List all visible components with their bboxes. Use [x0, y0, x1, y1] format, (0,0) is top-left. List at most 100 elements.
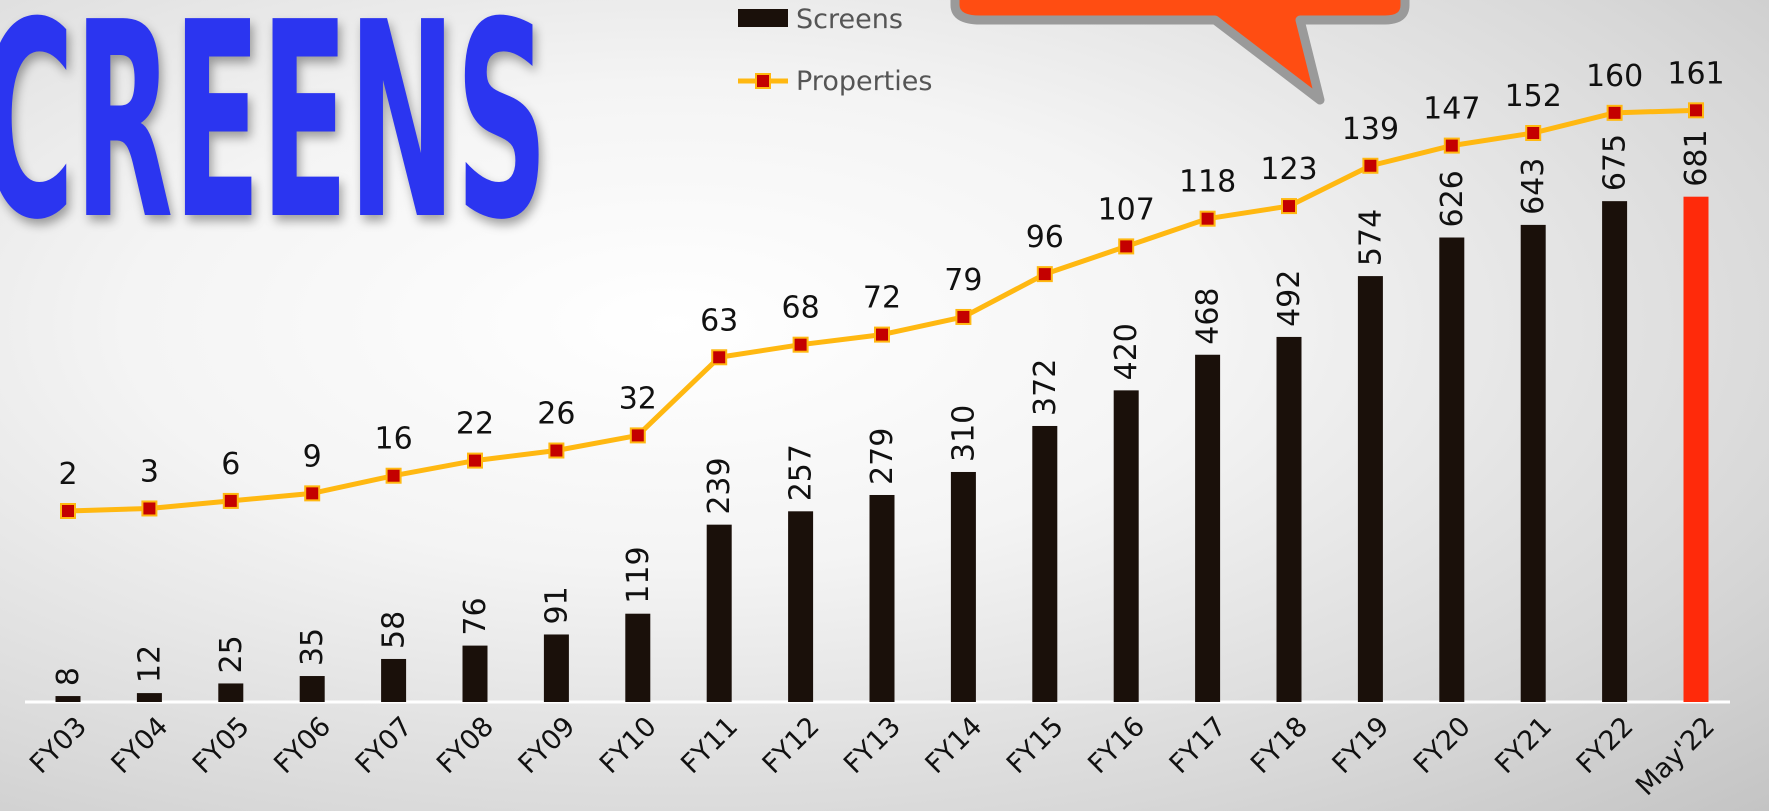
bar-FY05 — [218, 683, 244, 702]
bar-FY16 — [1113, 390, 1139, 702]
bar-label-FY19: 574 — [1353, 209, 1388, 266]
line-label-FY19: 139 — [1342, 112, 1399, 147]
bar-FY13 — [869, 494, 895, 702]
line-label-FY06: 9 — [303, 439, 322, 474]
x-tick-FY18: FY18 — [1245, 711, 1314, 780]
line-label-FY03: 2 — [58, 457, 77, 492]
line-label-FY10: 32 — [619, 381, 657, 416]
bar-label-FY07: 58 — [377, 611, 412, 649]
line-label-FY18: 123 — [1260, 152, 1317, 187]
marker-FY15 — [1036, 266, 1053, 283]
line-label-FY21: 152 — [1505, 79, 1562, 114]
x-tick-May'22: May'22 — [1630, 711, 1721, 802]
bar-label-FY13: 279 — [865, 428, 900, 485]
x-tick-FY06: FY06 — [268, 711, 337, 780]
bar-FY07 — [381, 658, 407, 702]
line-label-FY04: 3 — [140, 454, 159, 489]
bar-label-FY14: 310 — [946, 405, 981, 462]
line-label-FY12: 68 — [782, 291, 820, 326]
bar-FY08 — [462, 645, 488, 702]
bar-label-FY16: 420 — [1109, 323, 1144, 380]
marker-May'22 — [1688, 102, 1704, 119]
x-tick-FY09: FY09 — [512, 711, 581, 780]
line-label-May'22: 161 — [1667, 56, 1724, 91]
bar-FY11 — [706, 524, 732, 702]
bar-FY09 — [543, 634, 569, 702]
marker-FY14 — [955, 308, 972, 325]
marker-FY22 — [1606, 104, 1623, 121]
x-tick-FY20: FY20 — [1408, 711, 1477, 780]
bar-FY15 — [1032, 425, 1058, 702]
line-labels: 2 3 6 9 16 22 26 32 63 68 72 79 96 107 118 123 139 147 152… — [58, 56, 1724, 492]
x-tick-FY12: FY12 — [757, 711, 826, 780]
x-tick-FY03: FY03 — [24, 711, 93, 780]
bar-FY21 — [1520, 224, 1546, 703]
bar-FY03 — [55, 696, 81, 702]
marker-FY05 — [222, 492, 239, 509]
marker-FY16 — [1118, 238, 1135, 255]
bar-label-May'22: 681 — [1679, 129, 1714, 186]
chart-title: SCREENS — [0, 0, 548, 279]
x-tick-FY21: FY21 — [1489, 711, 1558, 780]
legend: Screens Properties — [738, 4, 932, 97]
marker-FY20 — [1443, 137, 1460, 154]
legend-label-properties: Properties — [796, 66, 932, 97]
bar-label-FY18: 492 — [1272, 270, 1307, 327]
bar-label-FY15: 372 — [1028, 359, 1063, 416]
marker-FY10 — [629, 427, 646, 444]
marker-FY07 — [385, 467, 402, 484]
x-tick-FY19: FY19 — [1326, 711, 1395, 780]
bar-label-FY21: 643 — [1516, 158, 1551, 215]
line-markers — [60, 102, 1704, 519]
bar-label-FY06: 35 — [295, 628, 330, 666]
bar-FY14 — [950, 471, 976, 702]
marker-FY19 — [1362, 157, 1379, 174]
line-label-FY05: 6 — [221, 447, 240, 482]
x-tick-FY13: FY13 — [838, 711, 907, 780]
line-label-FY11: 63 — [700, 303, 738, 338]
speech-bubble-icon — [950, 0, 1410, 105]
x-tick-FY17: FY17 — [1164, 711, 1233, 780]
bar-label-FY04: 12 — [132, 645, 167, 683]
line-label-FY16: 107 — [1098, 192, 1155, 227]
bar-FY20 — [1439, 237, 1465, 702]
bar-label-FY20: 626 — [1435, 170, 1470, 227]
marker-FY11 — [711, 349, 728, 366]
bar-FY04 — [136, 693, 162, 702]
x-tick-FY16: FY16 — [1082, 711, 1151, 780]
marker-FY17 — [1199, 210, 1216, 227]
line-label-FY08: 22 — [456, 407, 494, 442]
bar-label-FY12: 257 — [784, 444, 819, 501]
bar-label-FY11: 239 — [702, 457, 737, 514]
line-label-FY14: 79 — [944, 263, 982, 298]
line-label-FY07: 16 — [375, 422, 413, 457]
x-tick-FY04: FY04 — [105, 711, 174, 780]
bar-FY06 — [299, 676, 325, 702]
legend-swatch-screens — [738, 9, 788, 27]
bar-FY12 — [788, 511, 814, 702]
x-tick-FY07: FY07 — [350, 711, 419, 780]
marker-FY12 — [792, 336, 809, 353]
bar-label-FY05: 25 — [214, 635, 249, 673]
line-label-FY20: 147 — [1423, 92, 1480, 127]
marker-FY08 — [467, 452, 483, 469]
bar-FY22 — [1602, 201, 1628, 702]
legend-swatch-properties-marker — [755, 73, 771, 89]
x-axis-tick-labels: FY03 FY04 FY05 FY06 FY07 FY08 FY09 FY10 FY11 FY12… — [24, 711, 1721, 802]
bar-label-FY10: 119 — [621, 546, 656, 603]
x-tick-FY15: FY15 — [1001, 711, 1070, 780]
legend-label-screens: Screens — [796, 4, 903, 35]
marker-FY13 — [874, 326, 890, 343]
bar-FY18 — [1276, 336, 1302, 702]
bar-label-FY08: 76 — [458, 597, 493, 635]
marker-FY06 — [304, 485, 321, 502]
line-label-FY13: 72 — [863, 281, 901, 316]
line-label-FY09: 26 — [537, 397, 575, 432]
bar-label-FY17: 468 — [1191, 287, 1226, 344]
bar-FY10 — [625, 613, 651, 702]
x-tick-FY05: FY05 — [187, 711, 256, 780]
x-tick-FY10: FY10 — [594, 711, 663, 780]
x-tick-FY11: FY11 — [675, 711, 744, 780]
